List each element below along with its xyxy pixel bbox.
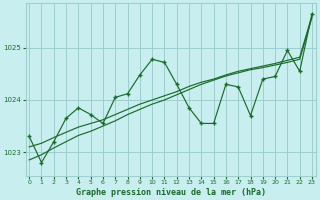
X-axis label: Graphe pression niveau de la mer (hPa): Graphe pression niveau de la mer (hPa) [76,188,266,197]
